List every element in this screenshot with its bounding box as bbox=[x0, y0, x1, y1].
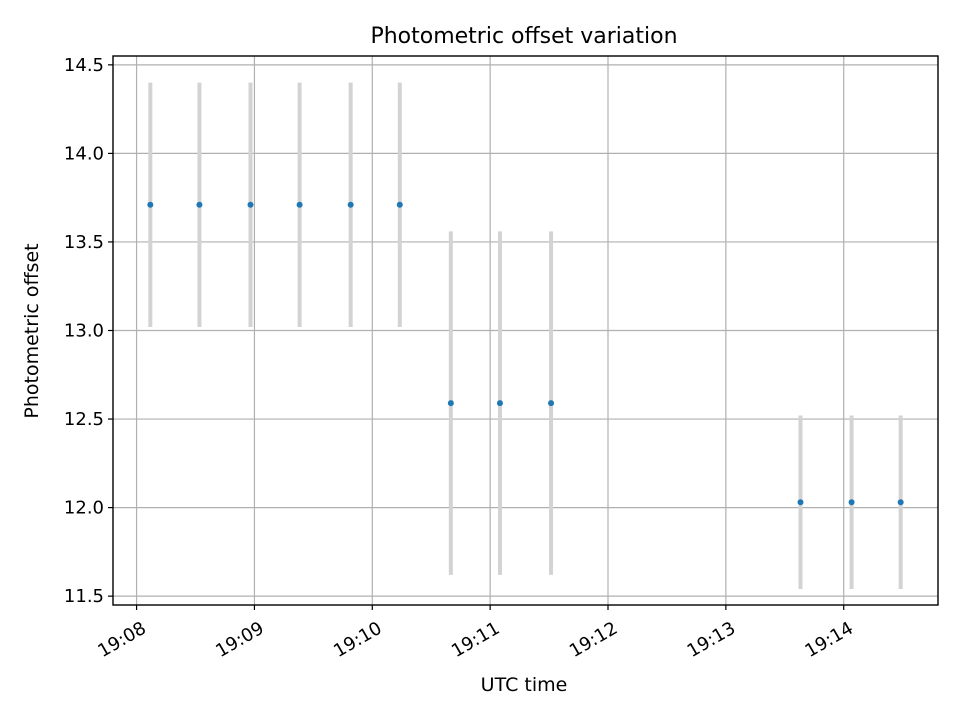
y-axis-label: Photometric offset bbox=[21, 243, 43, 418]
data-point bbox=[848, 499, 855, 506]
x-tick-label: 19:12 bbox=[566, 618, 621, 662]
y-tick-label: 12.5 bbox=[64, 409, 104, 430]
chart-title: Photometric offset variation bbox=[370, 24, 677, 49]
x-tick-label: 19:11 bbox=[448, 618, 503, 662]
y-tick-label: 14.5 bbox=[64, 55, 104, 76]
data-point bbox=[396, 201, 403, 208]
data-point bbox=[147, 201, 154, 208]
data-point bbox=[247, 201, 254, 208]
x-tick-label: 19:09 bbox=[212, 618, 267, 662]
y-tick-label: 13.0 bbox=[64, 321, 104, 342]
data-point bbox=[897, 499, 904, 506]
data-point bbox=[548, 400, 555, 407]
x-tick-label: 19:13 bbox=[684, 618, 739, 662]
x-tick-label: 19:14 bbox=[802, 618, 857, 662]
y-tick-label: 12.0 bbox=[64, 498, 104, 519]
grid bbox=[113, 56, 938, 605]
data-point bbox=[496, 400, 503, 407]
x-tick-label: 19:10 bbox=[330, 618, 385, 662]
data-layer bbox=[147, 82, 904, 590]
y-tick-label: 14.0 bbox=[64, 143, 104, 164]
data-point bbox=[447, 400, 454, 407]
data-point bbox=[797, 499, 804, 506]
data-point bbox=[296, 201, 303, 208]
data-point bbox=[196, 201, 203, 208]
x-tick-label: 19:08 bbox=[94, 618, 149, 662]
y-tick-label: 11.5 bbox=[64, 586, 104, 607]
data-point bbox=[347, 201, 354, 208]
x-axis-label: UTC time bbox=[481, 674, 568, 696]
y-tick-label: 13.5 bbox=[64, 232, 104, 253]
ticks: 19:08 19:09 19:10 19:11 19:12 19:13 19:14 11.5 1… bbox=[64, 55, 857, 662]
